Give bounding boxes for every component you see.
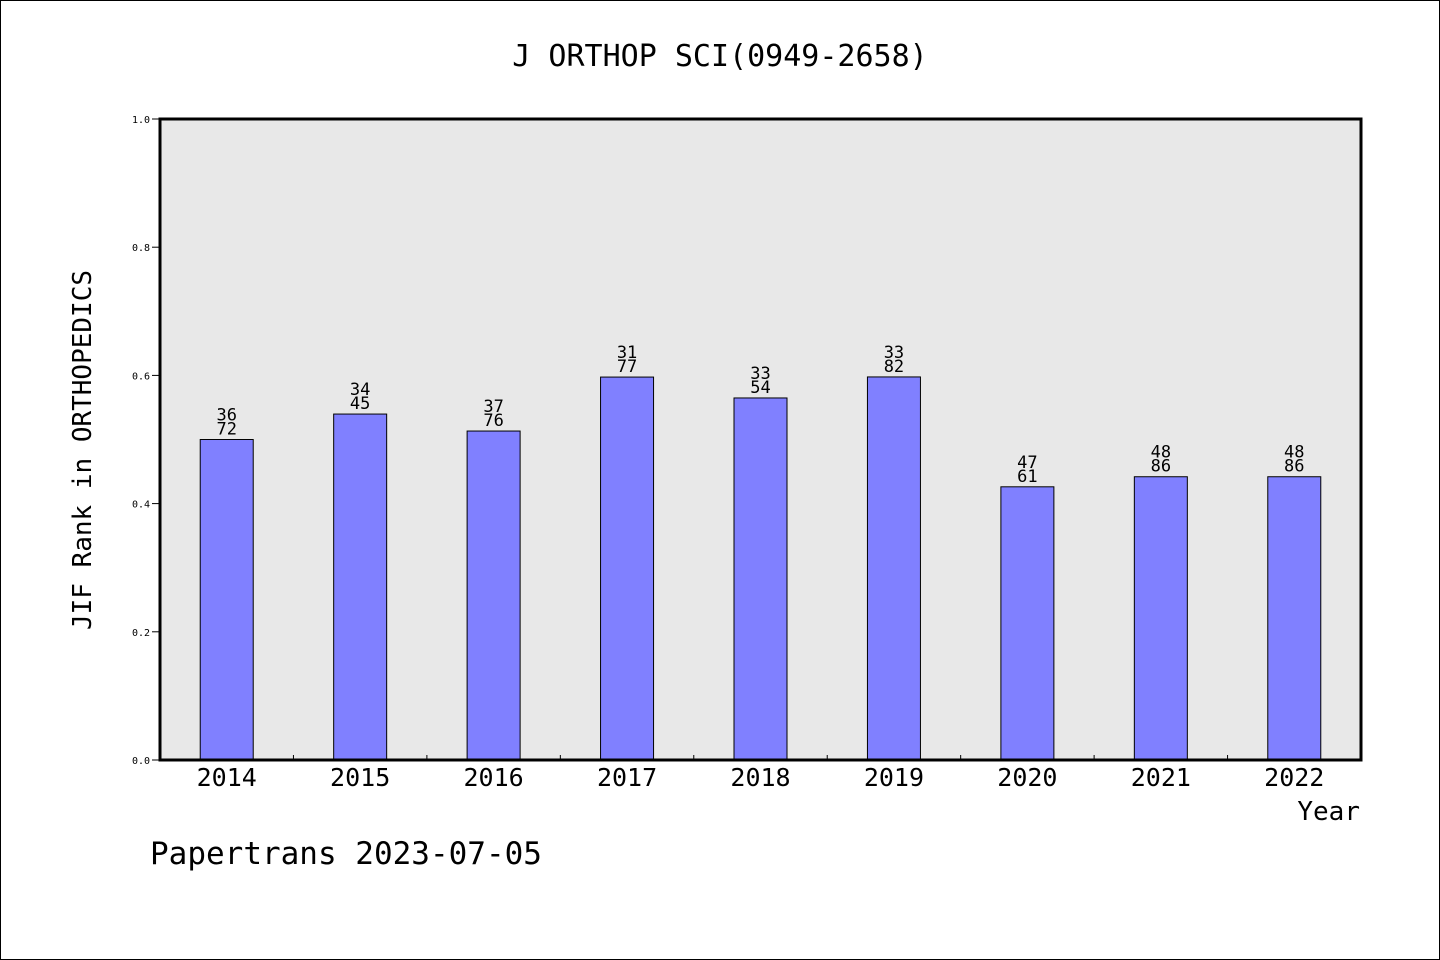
bar-label-rank: 37 bbox=[483, 397, 503, 417]
bar-2018 bbox=[733, 397, 788, 761]
bar-label-rank: 34 bbox=[350, 380, 370, 400]
bar-label-rank: 33 bbox=[884, 343, 904, 363]
bar-2015 bbox=[333, 413, 388, 761]
bar-label-rank: 48 bbox=[1151, 443, 1171, 463]
x-tick-label: 2019 bbox=[864, 763, 924, 792]
x-axis-ticks: 2014 2015 2016 2017 2018 2019 2020 2021 2022 bbox=[197, 755, 1324, 792]
bar-label-total: 61 bbox=[1017, 467, 1037, 487]
bars-group bbox=[199, 376, 1322, 761]
y-tick-label: 0.6 bbox=[132, 371, 150, 382]
bar-label-total: 76 bbox=[483, 411, 503, 431]
bar-2020 bbox=[1000, 486, 1055, 761]
bar-2021 bbox=[1133, 476, 1188, 761]
bar-label-total: 72 bbox=[216, 420, 236, 440]
bar-label-total: 86 bbox=[1151, 457, 1171, 477]
x-tick-label: 2021 bbox=[1131, 763, 1191, 792]
chart-title: J ORTHOP SCI(0949-2658) bbox=[512, 39, 927, 74]
bar-label-total: 86 bbox=[1284, 457, 1304, 477]
bar-2022 bbox=[1267, 476, 1322, 761]
bar-label-rank: 48 bbox=[1284, 443, 1304, 463]
x-tick-label: 2022 bbox=[1264, 763, 1324, 792]
y-tick-label: 0.8 bbox=[132, 243, 150, 254]
x-tick-label: 2015 bbox=[330, 763, 390, 792]
y-tick-label: 0.2 bbox=[132, 628, 150, 639]
bar-2019 bbox=[866, 376, 921, 761]
bar-2017 bbox=[600, 376, 655, 761]
y-axis-ticks: 0.0 0.2 0.4 0.6 0.8 1.0 bbox=[132, 115, 160, 767]
bar-label-total: 45 bbox=[350, 394, 370, 414]
x-axis-label: Year bbox=[1297, 797, 1360, 827]
y-tick-label: 0.4 bbox=[132, 500, 150, 511]
bar-label-total: 77 bbox=[617, 357, 637, 377]
x-tick-label: 2020 bbox=[997, 763, 1057, 792]
y-tick-label: 1.0 bbox=[132, 115, 150, 126]
bar-label-total: 54 bbox=[750, 378, 770, 398]
bar-label-rank: 47 bbox=[1017, 453, 1037, 473]
x-tick-label: 2014 bbox=[197, 763, 257, 792]
bar-label-total: 82 bbox=[884, 357, 904, 377]
x-tick-label: 2016 bbox=[464, 763, 524, 792]
bar-label-rank: 31 bbox=[617, 343, 637, 363]
y-tick-label: 0.0 bbox=[132, 756, 150, 767]
plot-border bbox=[158, 117, 1363, 762]
y-axis-label: JIF Rank in ORTHOPEDICS bbox=[68, 270, 98, 630]
bar-label-rank: 36 bbox=[216, 406, 236, 426]
bar-2014 bbox=[199, 439, 254, 761]
x-tick-label: 2017 bbox=[597, 763, 657, 792]
bar-label-rank: 33 bbox=[750, 364, 770, 384]
source-footer: Papertrans 2023-07-05 bbox=[150, 836, 542, 872]
x-tick-label: 2018 bbox=[730, 763, 790, 792]
bar-2016 bbox=[466, 430, 521, 761]
